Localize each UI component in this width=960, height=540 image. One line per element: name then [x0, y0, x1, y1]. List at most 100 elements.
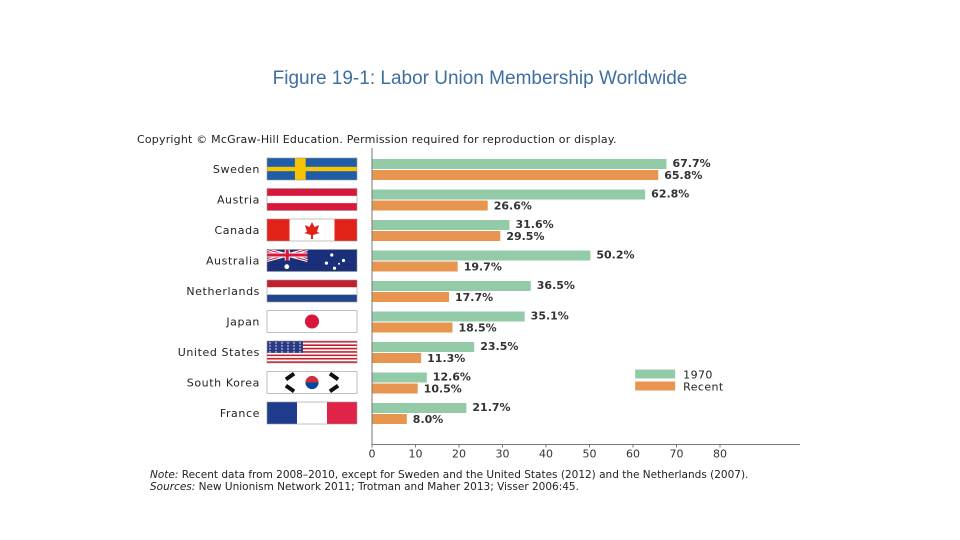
value-label-1970: 36.5%	[537, 279, 575, 292]
star-icon	[293, 345, 295, 347]
chart-row: United States 23.5% 11.3%	[178, 340, 519, 365]
canada-flag-icon	[266, 218, 358, 242]
flag-border	[266, 401, 358, 425]
flag-border	[266, 310, 358, 333]
value-label-recent: 10.5%	[424, 383, 462, 396]
star-icon	[275, 351, 277, 353]
star-icon	[281, 345, 283, 347]
flag-border	[266, 371, 358, 394]
star-icon	[330, 253, 334, 257]
flag-border	[266, 157, 358, 181]
legend-swatch-recent	[635, 381, 676, 391]
bar-1970	[372, 189, 646, 200]
value-label-recent: 26.6%	[494, 200, 532, 213]
value-label-recent: 18.5%	[458, 322, 496, 335]
x-axis-title: Percent of all workers affiliated with u…	[415, 464, 677, 465]
note-text: Recent data from 2008–2010, except for S…	[181, 469, 749, 481]
bar-recent	[372, 292, 449, 302]
maple-leaf-icon	[304, 222, 320, 239]
country-label: Canada	[215, 224, 260, 237]
union-jack-cross	[267, 253, 308, 257]
star-icon	[293, 342, 295, 344]
value-label-recent: 17.7%	[455, 291, 493, 304]
flag-stripe	[327, 402, 357, 424]
flag-border	[266, 188, 358, 211]
value-label-recent: 11.3%	[427, 352, 465, 365]
flag-stripe	[267, 354, 357, 357]
star-icon	[287, 342, 289, 344]
chart-row: Sweden 67.7%65.8%	[213, 157, 711, 182]
country-label: Japan	[225, 316, 260, 329]
flag-stripe	[267, 341, 357, 343]
country-label: Sweden	[213, 163, 260, 176]
star-icon	[269, 348, 271, 350]
star-icon	[338, 262, 340, 265]
trigram-icon	[284, 371, 296, 382]
flag-border	[266, 249, 358, 272]
flag-border	[266, 279, 358, 303]
france-flag-icon	[266, 401, 358, 425]
star-icon	[341, 258, 346, 263]
flag-stripe	[267, 294, 357, 302]
chart-row: Austria 62.8% 26.6%	[217, 188, 689, 213]
star-icon	[281, 351, 283, 353]
union-membership-chart: Sweden 67.7%65.8% Austria 62.8% 26.6% Canada 3…	[178, 148, 800, 465]
value-label-1970: 21.7%	[472, 401, 510, 414]
flag-stripe	[267, 344, 357, 347]
slide-title: Figure 19-1: Labor Union Membership Worl…	[272, 68, 688, 89]
star-icon	[281, 348, 283, 350]
taegeuk-icon	[305, 382, 319, 390]
figure-note: Note: Recent data from 2008–2010, except…	[150, 469, 790, 493]
sources-label: Sources:	[150, 480, 196, 493]
flag-band	[334, 219, 357, 241]
flag-border	[266, 340, 358, 364]
bar-1970	[372, 220, 510, 230]
chart-row: South Korea 12.6%10.5%	[187, 371, 471, 396]
bar-recent	[372, 322, 453, 333]
flag-stripe	[267, 359, 357, 362]
value-label-1970: 12.6%	[433, 371, 471, 384]
value-label-recent: 29.5%	[506, 230, 544, 243]
star-icon	[299, 351, 301, 353]
copyright-notice: Copyright © McGraw-Hill Education. Permi…	[137, 133, 617, 146]
star-icon	[299, 342, 301, 344]
country-label: Australia	[206, 255, 260, 268]
star-icon	[275, 348, 277, 350]
bar-recent	[372, 261, 458, 272]
trigram-icon	[328, 371, 340, 382]
trigram-icon	[328, 383, 340, 394]
sun-disc-icon	[304, 314, 320, 329]
value-label-1970: 62.8%	[651, 188, 689, 201]
flag-stripe	[267, 402, 297, 424]
value-label-1970: 31.6%	[515, 218, 553, 231]
star-icon	[275, 342, 277, 344]
flag-stripe	[267, 356, 357, 358]
flag-band	[267, 219, 290, 241]
flag-canton	[267, 341, 303, 353]
austria-flag-icon	[266, 188, 358, 211]
star-icon	[287, 348, 289, 350]
star-icon	[287, 351, 289, 353]
x-tick-label: 30	[496, 448, 510, 461]
x-tick-label: 80	[713, 448, 727, 461]
value-label-1970: 23.5%	[480, 340, 518, 353]
flag-stripe	[267, 361, 357, 363]
chart-row: Japan 35.1% 18.5%	[225, 310, 569, 335]
star-icon	[299, 348, 301, 350]
value-label-1970: 50.2%	[596, 249, 634, 262]
bar-1970	[372, 372, 427, 383]
star-icon	[269, 345, 271, 347]
sources-text: New Unionism Network 2011; Trotman and M…	[198, 480, 579, 493]
bar-recent	[372, 353, 422, 363]
flag-stripe	[267, 349, 357, 352]
chart-row: France 21.7% 8.0%	[220, 401, 511, 426]
flag-stripe	[267, 195, 357, 204]
flag-stripe	[267, 342, 357, 345]
flag-stripe	[267, 351, 357, 353]
bar-recent	[372, 414, 407, 424]
value-label-recent: 19.7%	[464, 261, 502, 274]
country-label: Netherlands	[186, 285, 260, 298]
netherlands-flag-icon	[266, 279, 358, 303]
bar-recent	[372, 231, 501, 241]
star-icon	[293, 351, 295, 353]
